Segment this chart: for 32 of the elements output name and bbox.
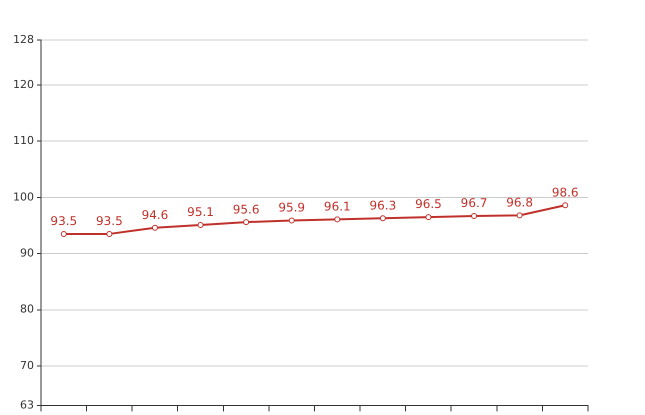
data-label: 96.3 (370, 198, 396, 212)
data-label: 95.1 (187, 205, 214, 220)
y-tick-label: 80 (20, 302, 34, 316)
point (60, 230, 67, 237)
point (380, 215, 386, 222)
point (243, 219, 250, 226)
data-label: 96.1 (324, 199, 351, 214)
data-label: 94.6 (142, 208, 168, 222)
y-tick-label: 110 (12, 134, 34, 148)
data-label: 95.6 (232, 202, 260, 216)
y-tick-label: 63 (20, 398, 34, 412)
y-tick-label: 90 (20, 246, 34, 260)
point (562, 202, 568, 208)
point (516, 212, 523, 218)
point (198, 222, 204, 228)
data-label: 98.6 (552, 185, 579, 200)
data-label: 93.5 (50, 214, 78, 228)
data-label: 95.9 (278, 200, 306, 215)
y-tick-label: 100 (12, 190, 34, 204)
y-tick-label: 128 (12, 32, 34, 46)
data-label: 93.5 (96, 214, 123, 228)
data-label: 96.5 (415, 197, 442, 212)
data-label: 96.8 (506, 196, 533, 210)
y-tick-label: 70 (20, 358, 34, 372)
point (471, 212, 478, 219)
data-label: 96.7 (460, 196, 488, 210)
point (288, 217, 295, 224)
point (334, 216, 340, 222)
point (106, 230, 112, 237)
point (425, 214, 432, 220)
point (152, 224, 158, 231)
y-tick-label: 120 (12, 78, 34, 91)
